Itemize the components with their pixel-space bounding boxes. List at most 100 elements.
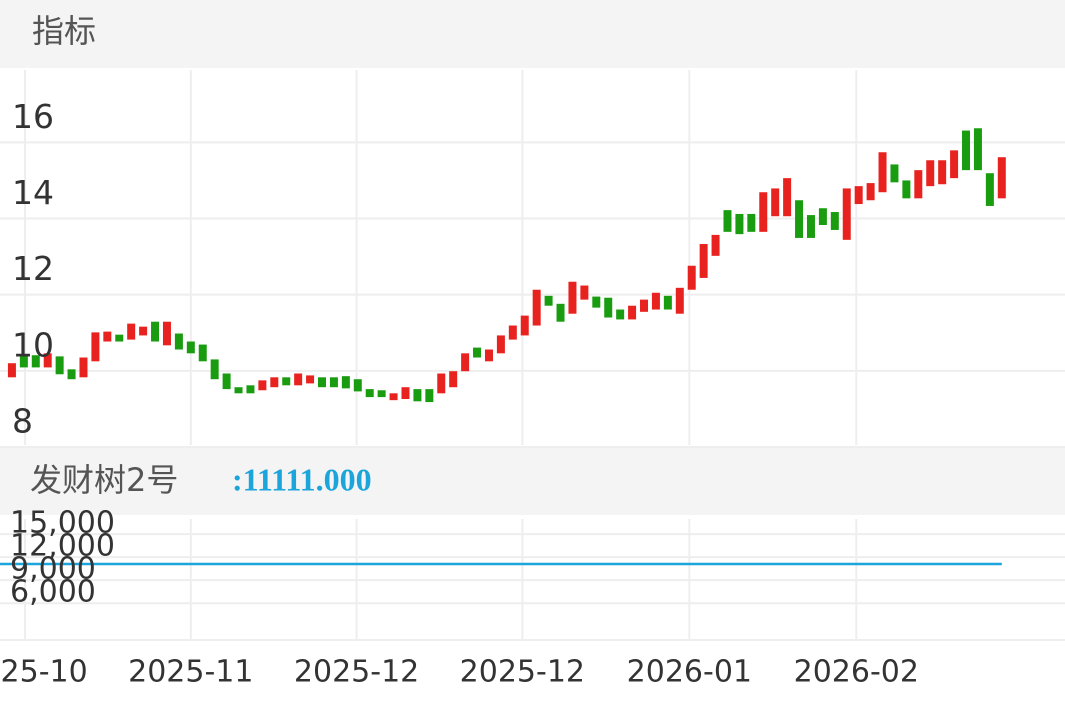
candle-body [198,344,207,362]
legend-value: :11111.000 [232,461,372,497]
candle-body [67,369,76,380]
candle-body [795,200,804,238]
x-tick-label: 2025-10 [0,655,88,690]
candle-body [318,377,327,388]
candle-body [854,186,863,205]
x-tick-label: 2026-01 [627,655,752,690]
candle-body [496,335,505,354]
candle-body [329,377,338,388]
candle-body [270,377,279,388]
candle-body [830,212,839,230]
x-tick-label: 2025-12 [294,655,419,690]
candle-body [580,285,589,300]
candle-body [544,295,553,306]
y-tick-label: 14 [12,173,54,212]
candle-body [926,160,935,187]
candle-body [962,130,971,171]
candle-body [222,373,231,390]
candle-body [616,309,625,320]
candle-body [174,333,183,350]
candle-body [282,377,291,386]
candle-body [592,296,601,308]
candle-body [139,326,148,336]
candle-body [687,265,696,290]
candle-body [663,295,672,310]
candle-body [866,183,875,201]
candle-body [735,213,744,235]
header-title: 指标 [32,12,96,50]
candle-body [151,321,160,342]
candle-body [890,164,899,183]
candle-body [711,234,720,256]
candle-body [401,387,410,400]
candle-body [43,353,52,368]
candle-body [341,376,350,389]
candle-body [985,173,994,206]
sub-title: 发财树2号 [30,461,178,499]
candle-body [532,289,541,326]
candle-body [162,321,171,346]
candle-body [842,188,851,240]
y-tick-label: 12 [12,249,54,288]
candle-body [294,373,303,386]
candle-body [508,325,517,340]
candle-body [568,281,577,314]
candle-body [675,287,684,314]
y-tick-label: 8 [12,402,33,441]
candle-body [520,315,529,336]
candle-body [258,380,267,391]
y-tick-label: 12,000 [10,529,115,564]
candle-body [461,353,470,372]
candle-body [365,389,374,398]
candle-body [127,323,136,340]
candle-body [651,292,660,310]
candle-body [79,357,88,378]
candle-body [377,390,386,398]
candle-body [31,355,40,368]
candle-body [91,332,100,362]
candle-body [437,373,446,394]
candle-body [914,170,923,199]
candle-body [353,379,362,392]
y-tick-label: 10 [12,325,54,364]
candle-body [556,303,565,322]
candle-body [723,210,732,232]
y-tick-label: 15,000 [10,506,115,541]
candle-body [306,375,315,384]
sub-header [0,447,1065,515]
x-tick-label: 2025-11 [128,655,253,690]
candle-body [449,371,458,388]
y-tick-label: 16 [12,97,54,136]
candle-body [997,157,1006,199]
candle-body [628,305,637,320]
candle-body [973,128,982,171]
candle-body [640,299,649,312]
candle-body [413,389,422,402]
candle-body [210,359,219,380]
candle-body [902,180,911,199]
candle-body [389,393,398,401]
candle-body [7,363,16,378]
candle-body [246,385,255,394]
candle-body [186,341,195,354]
candle-body [759,192,768,232]
candle-body [938,160,947,185]
candle-body [115,334,124,342]
candle-body [604,297,613,318]
candle-body [783,178,792,217]
candle-body [55,356,64,375]
candle-body [818,208,827,225]
candle-body [771,188,780,217]
candle-body [484,349,493,362]
candle-body [19,355,28,368]
x-tick-label: 2026-02 [794,655,919,690]
candle-body [473,347,482,358]
y-tick-label: 6,000 [10,575,96,610]
candle-body [234,387,243,394]
indicator-header [0,0,1065,68]
candle-body [425,389,434,403]
y-tick-label: 9,000 [10,552,96,587]
candle-body [103,331,112,342]
